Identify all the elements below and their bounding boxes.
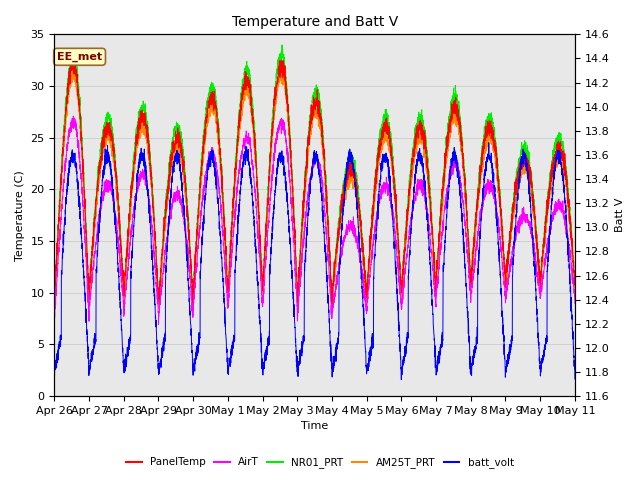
NR01_PRT xyxy=(51,305,58,311)
AirT xyxy=(70,113,77,119)
AirT xyxy=(403,255,410,261)
batt_volt xyxy=(461,253,468,259)
batt_volt xyxy=(485,140,493,145)
AM25T_PRT xyxy=(403,230,410,236)
PanelTemp xyxy=(295,275,303,281)
AM25T_PRT xyxy=(461,183,468,189)
Line: PanelTemp: PanelTemp xyxy=(54,59,575,311)
AM25T_PRT xyxy=(144,150,152,156)
NR01_PRT xyxy=(431,273,439,279)
AM25T_PRT xyxy=(51,310,58,316)
Line: AM25T_PRT: AM25T_PRT xyxy=(54,70,575,313)
AirT xyxy=(144,188,152,193)
AM25T_PRT xyxy=(295,281,303,287)
PanelTemp xyxy=(51,305,58,311)
PanelTemp xyxy=(461,179,468,185)
PanelTemp xyxy=(431,280,439,286)
AirT xyxy=(461,218,468,224)
NR01_PRT xyxy=(570,271,578,277)
AM25T_PRT xyxy=(431,279,439,285)
Line: AirT: AirT xyxy=(54,116,575,324)
Line: batt_volt: batt_volt xyxy=(54,143,575,380)
AM25T_PRT xyxy=(571,287,579,292)
batt_volt xyxy=(295,363,303,369)
PanelTemp xyxy=(189,308,197,313)
NR01_PRT xyxy=(51,300,58,305)
batt_volt xyxy=(571,376,579,382)
batt_volt xyxy=(144,186,152,192)
NR01_PRT xyxy=(144,128,152,134)
PanelTemp xyxy=(144,138,152,144)
AirT xyxy=(295,292,303,298)
NR01_PRT xyxy=(571,280,579,286)
batt_volt xyxy=(397,377,405,383)
AirT xyxy=(51,312,58,318)
NR01_PRT xyxy=(278,42,286,48)
NR01_PRT xyxy=(461,169,468,175)
batt_volt xyxy=(431,348,439,354)
PanelTemp xyxy=(571,278,579,284)
NR01_PRT xyxy=(295,264,303,270)
X-axis label: Time: Time xyxy=(301,421,328,432)
NR01_PRT xyxy=(403,221,410,227)
AM25T_PRT xyxy=(570,281,578,287)
Line: NR01_PRT: NR01_PRT xyxy=(54,45,575,308)
Title: Temperature and Batt V: Temperature and Batt V xyxy=(232,15,397,29)
AM25T_PRT xyxy=(70,67,77,73)
PanelTemp xyxy=(70,56,77,62)
Y-axis label: Temperature (C): Temperature (C) xyxy=(15,170,25,261)
AirT xyxy=(431,290,439,296)
AirT xyxy=(570,287,578,292)
PanelTemp xyxy=(570,275,578,281)
batt_volt xyxy=(570,360,578,366)
batt_volt xyxy=(51,372,58,377)
PanelTemp xyxy=(403,221,410,227)
Y-axis label: Batt V: Batt V xyxy=(615,198,625,232)
AirT xyxy=(571,300,579,306)
Legend: PanelTemp, AirT, NR01_PRT, AM25T_PRT, batt_volt: PanelTemp, AirT, NR01_PRT, AM25T_PRT, ba… xyxy=(122,453,518,472)
Text: EE_met: EE_met xyxy=(57,52,102,62)
batt_volt xyxy=(403,343,410,348)
AirT xyxy=(155,322,163,327)
